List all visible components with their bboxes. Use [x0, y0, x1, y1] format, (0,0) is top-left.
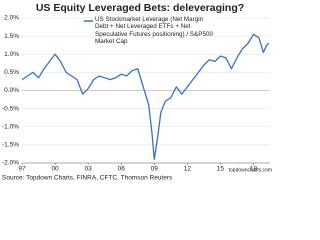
y-tick-label: 2.0% [4, 15, 19, 22]
y-tick-label: -2.0% [2, 160, 19, 167]
y-tick-label: -0.5% [2, 105, 19, 112]
x-tick-label: 18 [250, 166, 258, 173]
x-tick-label: 09 [151, 166, 159, 173]
chart: US Equity Leveraged Bets: deleveraging? … [2, 2, 272, 182]
y-tick-label: 0.0% [4, 87, 19, 94]
source: Source: Topdown Charts, FINRA, CFTC, Tho… [2, 175, 173, 182]
watermark: topdowncharts.com [229, 167, 272, 173]
chart-title: US Equity Leveraged Bets: deleveraging? [36, 2, 244, 14]
y-tick-label: 1.0% [4, 51, 19, 58]
x-tick-label: 97 [18, 166, 26, 173]
y-tick-label: -1.5% [2, 142, 19, 149]
x-tick-label: 15 [217, 166, 225, 173]
y-tick-label: 1.5% [4, 33, 19, 40]
data-line [21, 33, 270, 161]
y-tick-label: 0.5% [4, 69, 19, 76]
x-tick-label: 12 [184, 166, 192, 173]
x-tick-label: 06 [118, 166, 126, 173]
page: US Equity Leveraged Bets: deleveraging? … [2, 2, 272, 182]
x-tick-label: 03 [85, 166, 93, 173]
x-tick-label: 00 [51, 166, 59, 173]
legend-label: US Stockmarket Leverage (Net Margin Debt… [95, 16, 215, 46]
y-tick-label: -1.0% [2, 123, 19, 130]
